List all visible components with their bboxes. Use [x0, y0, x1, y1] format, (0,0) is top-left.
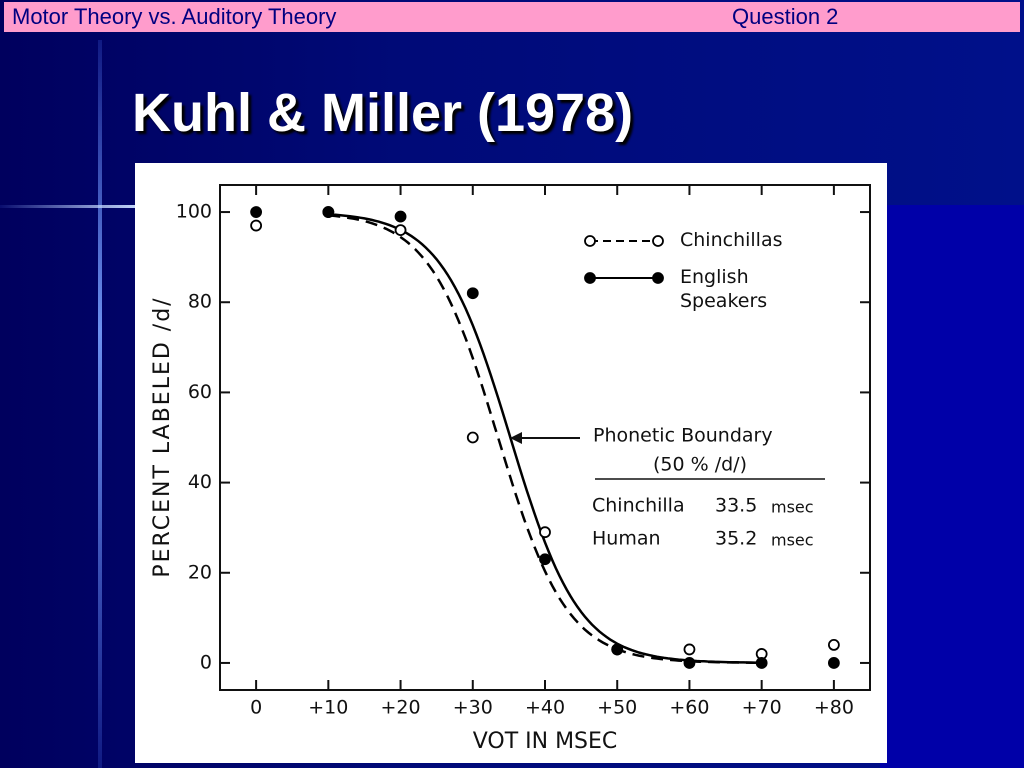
data-point — [394, 210, 407, 223]
y-tick-label: 60 — [188, 381, 212, 403]
legend-entry: Chinchillas — [680, 229, 783, 251]
data-point — [250, 206, 263, 218]
x-tick-label: +70 — [742, 697, 782, 719]
legend-marker — [584, 272, 596, 284]
data-point — [322, 206, 335, 218]
annotation-unit: msec — [771, 498, 814, 517]
data-point — [683, 643, 696, 656]
y-tick-label: 0 — [200, 651, 212, 673]
x-tick-label: +50 — [597, 697, 637, 719]
x-tick-label: +60 — [669, 697, 709, 719]
slide-title: Kuhl & Miller (1978) — [132, 83, 634, 143]
data-point — [466, 287, 479, 300]
annotation-unit: msec — [771, 531, 814, 550]
x-tick-label: +30 — [453, 697, 493, 719]
data-point — [827, 657, 840, 669]
x-axis-label: VOT IN MSEC — [473, 729, 618, 754]
arrow-head — [510, 432, 522, 444]
annotation-value: 33.5 — [715, 495, 757, 517]
header-right: Question 2 — [732, 4, 839, 29]
decor-panel — [880, 205, 1024, 768]
data-point — [466, 431, 479, 444]
data-point — [539, 526, 551, 539]
decor-stripe — [0, 205, 140, 208]
x-tick-label: +20 — [381, 697, 421, 719]
y-tick-label: 40 — [188, 471, 212, 493]
x-tick-label: +80 — [814, 697, 854, 719]
data-point — [755, 657, 768, 669]
annotation-subtitle: (50 % /d/) — [653, 454, 747, 476]
data-point — [394, 224, 407, 236]
x-tick-label: +40 — [525, 697, 565, 719]
header-left: Motor Theory vs. Auditory Theory — [12, 4, 337, 29]
y-tick-label: 20 — [188, 561, 212, 583]
legend-label: Chinchillas — [680, 229, 783, 251]
annotation-name: Human — [592, 528, 661, 550]
header-bar: Motor Theory vs. Auditory Theory Questio… — [4, 2, 1020, 32]
data-point — [539, 553, 551, 566]
y-axis-label: PERCENT LABELED /d/ — [150, 296, 175, 577]
decor-stripe — [98, 40, 102, 768]
annotation-title: Phonetic Boundary — [593, 425, 773, 447]
y-tick-label: 100 — [176, 201, 212, 223]
annotation-name: Chinchilla — [592, 495, 685, 517]
annotation-value: 35.2 — [715, 528, 757, 550]
y-tick-label: 80 — [188, 291, 212, 313]
x-tick-label: +10 — [308, 697, 348, 719]
data-point — [250, 219, 263, 232]
data-point — [683, 657, 696, 669]
data-point — [611, 643, 624, 656]
data-point — [827, 639, 840, 651]
legend-entry: English Speakers — [680, 266, 768, 312]
legend-label: English Speakers — [680, 266, 768, 312]
legend-marker — [584, 235, 596, 247]
x-tick-label: 0 — [250, 697, 262, 719]
legend-marker — [652, 235, 664, 247]
legend-marker — [652, 272, 664, 284]
